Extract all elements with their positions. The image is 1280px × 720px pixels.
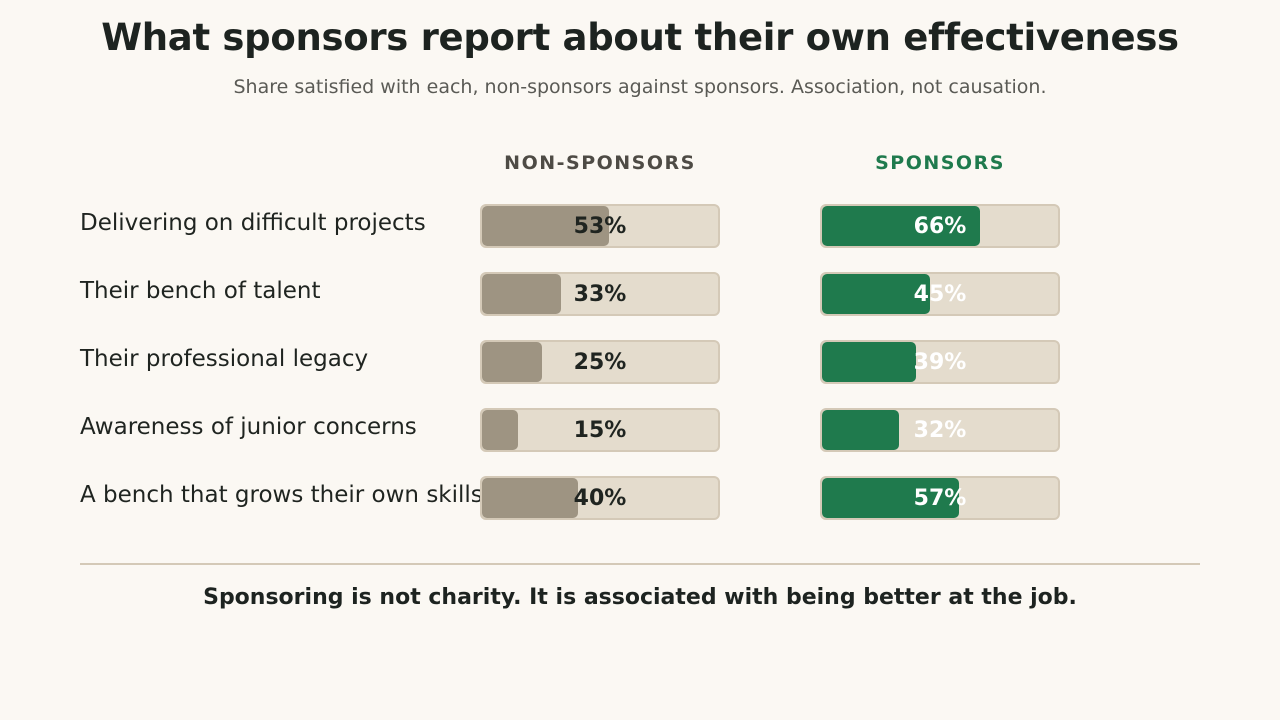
- sponsor-bar: [822, 206, 981, 246]
- sponsor-bar-track: 66%: [820, 204, 1060, 248]
- row-label: Their professional legacy: [80, 346, 369, 372]
- non-sponsor-value-label: 53%: [573, 213, 627, 239]
- non-sponsor-value-label: 33%: [573, 281, 627, 307]
- sponsor-bar: [822, 410, 899, 450]
- chart-subtitle: Share satisfied with each, non-sponsors …: [233, 76, 1047, 98]
- sponsor-bar-track: 45%: [820, 272, 1060, 316]
- sponsor-value-label: 45%: [913, 281, 967, 307]
- sponsor-value-label: 57%: [913, 485, 967, 511]
- non-sponsor-value-label: 25%: [573, 349, 627, 375]
- non-sponsor-value-label: 15%: [573, 417, 627, 443]
- non-sponsor-bar: [482, 206, 610, 246]
- row-label: Delivering on difficult projects: [80, 210, 426, 236]
- column-header-non-sponsors: NON-SPONSORS: [504, 152, 696, 174]
- sponsor-bar-track: 57%: [820, 476, 1060, 520]
- non-sponsor-bar: [482, 342, 542, 382]
- sponsor-bar: [822, 342, 916, 382]
- non-sponsor-bar-track: 40%: [480, 476, 720, 520]
- chart-title: What sponsors report about their own eff…: [101, 16, 1179, 59]
- divider: [80, 563, 1200, 565]
- non-sponsor-bar-track: 33%: [480, 272, 720, 316]
- non-sponsor-bar: [482, 410, 518, 450]
- non-sponsor-value-label: 40%: [573, 485, 627, 511]
- sponsor-bar-track: 32%: [820, 408, 1060, 452]
- non-sponsor-bar-track: 15%: [480, 408, 720, 452]
- sponsor-bar: [822, 478, 959, 518]
- sponsor-value-label: 66%: [913, 213, 967, 239]
- footer-takeaway: Sponsoring is not charity. It is associa…: [203, 585, 1077, 610]
- non-sponsor-bar-track: 53%: [480, 204, 720, 248]
- row-label: Awareness of junior concerns: [80, 414, 417, 440]
- sponsor-bar-track: 39%: [820, 340, 1060, 384]
- sponsor-bar: [822, 274, 930, 314]
- non-sponsor-bar: [482, 478, 578, 518]
- column-header-sponsors: SPONSORS: [875, 152, 1005, 174]
- sponsor-value-label: 39%: [913, 349, 967, 375]
- row-label: A bench that grows their own skills: [80, 482, 483, 508]
- row-label: Their bench of talent: [80, 278, 321, 304]
- sponsor-value-label: 32%: [913, 417, 967, 443]
- non-sponsor-bar-track: 25%: [480, 340, 720, 384]
- non-sponsor-bar: [482, 274, 562, 314]
